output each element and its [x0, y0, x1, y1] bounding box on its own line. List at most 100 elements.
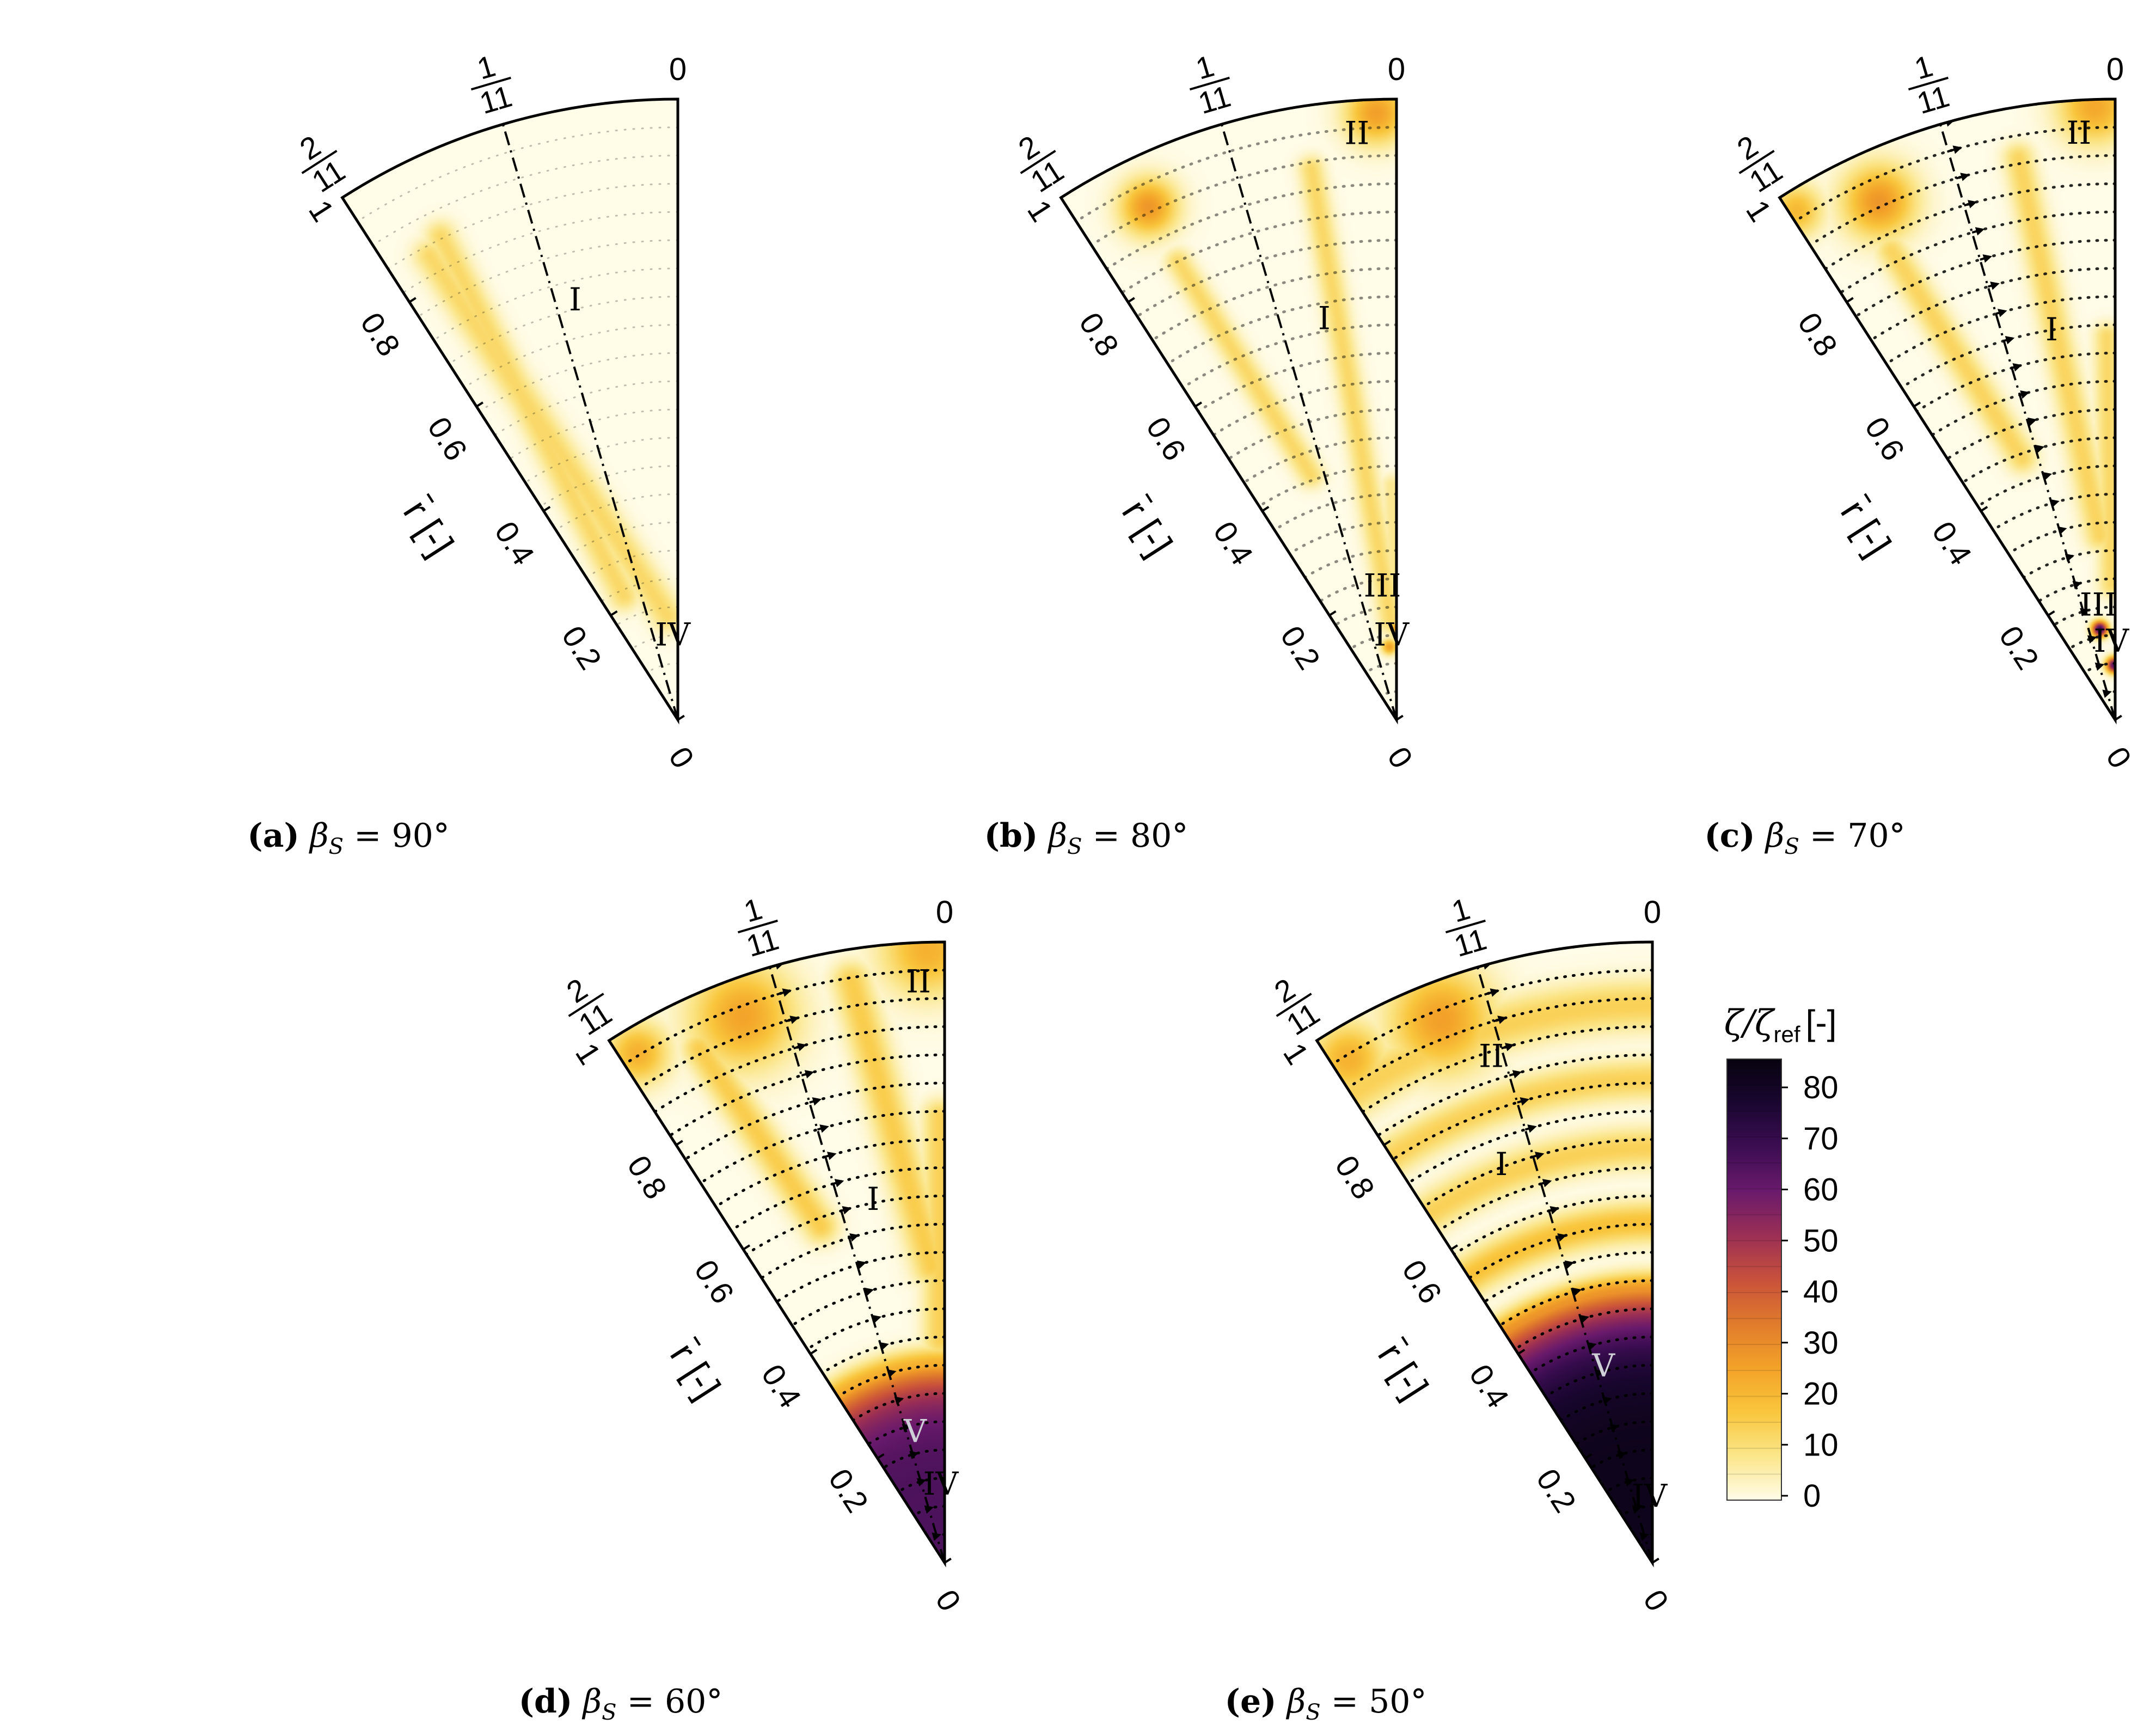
colorbar-tick-label: 30 [1803, 1325, 1839, 1361]
region-label: IV [655, 616, 691, 653]
caption-beta: β [1766, 817, 1785, 855]
r-tick-label: 0.6 [687, 1254, 740, 1310]
caption-label: (e) [1225, 1683, 1277, 1721]
heatmap-a [340, 97, 682, 722]
colorbar-tick-label: 70 [1803, 1121, 1839, 1157]
caption-value: = 60° [617, 1683, 723, 1721]
region-label: IV [2093, 622, 2129, 659]
caption-beta: β [583, 1683, 602, 1721]
region-label: I [867, 1180, 879, 1218]
fraction-denominator: 11 [1450, 921, 1491, 963]
caption-a: (a) βS = 90° [247, 817, 450, 859]
r-tick-label: 0.4 [1206, 515, 1260, 571]
r-tick-label: 0.4 [755, 1358, 808, 1414]
r-tick-label: 0.4 [488, 515, 541, 571]
r-tick-label: 0.4 [1462, 1358, 1516, 1414]
fraction-numerator: 1 [473, 48, 499, 86]
fraction-denominator: 11 [476, 78, 516, 120]
angle-label-0: 0 [1644, 895, 1661, 930]
region-label: I [1318, 300, 1331, 337]
region-label: I [569, 281, 581, 318]
fraction-numerator: 1 [1910, 48, 1937, 86]
r-tick-label: 0.2 [1529, 1463, 1583, 1519]
angle-label-2-11: 211 [1721, 122, 1793, 201]
r-tick-label: 0.6 [420, 411, 474, 467]
rim-label: 1 [1276, 1037, 1315, 1071]
colorbar-title: ζ/ζref[-] [1724, 1003, 1837, 1047]
fraction-numerator: 1 [740, 891, 766, 929]
angle-label-1-11: 111 [1436, 888, 1495, 964]
region-label: III [1364, 567, 1401, 604]
angle-label-2-11: 211 [1002, 122, 1074, 201]
region-label: V [903, 1413, 927, 1450]
angle-label-0: 0 [936, 895, 953, 930]
origin-label: 0 [1380, 741, 1419, 774]
caption-value: = 90° [344, 817, 450, 855]
caption-label: (b) [984, 817, 1038, 855]
region-label: II [2067, 114, 2092, 151]
region-label: IV [1374, 616, 1410, 653]
r-tick-label: 0.6 [1858, 411, 1911, 467]
rim-label: 1 [568, 1037, 608, 1071]
caption-beta: β [310, 817, 329, 855]
caption-beta: β [1048, 817, 1067, 855]
region-label: I [1495, 1146, 1508, 1183]
region-label: II [1479, 1037, 1504, 1074]
fraction-denominator: 11 [1195, 78, 1235, 120]
origin-label: 0 [2099, 741, 2138, 774]
colorbar-tick-label: 20 [1803, 1377, 1839, 1412]
caption-beta: β [1287, 1683, 1306, 1721]
caption-value: = 70° [1799, 817, 1906, 855]
fraction-numerator: 1 [1192, 48, 1218, 86]
fraction-denominator: 11 [743, 921, 783, 963]
r-tick-label: 0.2 [822, 1463, 875, 1519]
region-label: V [1591, 1347, 1615, 1384]
fraction-numerator: 1 [1448, 891, 1474, 929]
caption-b: (b) βS = 80° [984, 817, 1189, 859]
colorbar-tick-label: 0 [1803, 1478, 1821, 1514]
angle-label-1-11: 111 [1180, 45, 1239, 121]
colorbar-tick-label: 80 [1803, 1070, 1839, 1105]
r-tick-label: 0.8 [1328, 1149, 1381, 1206]
r-tick-label: 0.8 [620, 1149, 673, 1206]
r-tick-label: 0.6 [1395, 1254, 1448, 1310]
region-label: IV [923, 1465, 959, 1502]
caption-label: (d) [519, 1683, 573, 1721]
colorbar-tick-label: 50 [1803, 1223, 1839, 1258]
caption-d: (d) βS = 60° [519, 1683, 723, 1725]
heatmap-d [607, 940, 948, 1565]
caption-sub: S [1067, 834, 1082, 859]
caption-sub: S [602, 1700, 616, 1725]
angle-label-1-11: 111 [462, 45, 520, 121]
rim-label: 1 [302, 194, 341, 228]
r-tick-label: 0.4 [1925, 515, 1979, 571]
rim-label: 1 [1020, 194, 1059, 228]
region-label: II [906, 963, 931, 1000]
r-tick-label: 0.2 [1273, 620, 1327, 676]
r-tick-label: 0.8 [353, 307, 407, 363]
colorbar-tick-label: 10 [1803, 1427, 1839, 1463]
r-tick-label: 0.2 [555, 620, 608, 676]
heatmap-e [1315, 940, 1656, 1565]
heatmap-c [1778, 97, 2119, 722]
caption-value: = 80° [1082, 817, 1189, 855]
angle-label-2-11: 211 [284, 122, 356, 201]
region-label: II [1344, 114, 1369, 151]
angle-label-0: 0 [1388, 52, 1405, 87]
r-axis-label: r̄ [-] [395, 492, 462, 564]
caption-sub: S [1784, 834, 1799, 859]
angle-label-2-11: 211 [1258, 965, 1330, 1044]
origin-label: 0 [928, 1583, 967, 1617]
angle-label-2-11: 211 [550, 965, 622, 1044]
caption-c: (c) βS = 70° [1704, 817, 1905, 859]
fraction-denominator: 11 [1913, 78, 1953, 120]
origin-label: 0 [1636, 1583, 1675, 1617]
colorbar-tick-label: 40 [1803, 1274, 1839, 1310]
r-tick-label: 0.2 [1992, 620, 2045, 676]
region-label: IV [1632, 1478, 1668, 1515]
caption-sub: S [329, 834, 344, 859]
